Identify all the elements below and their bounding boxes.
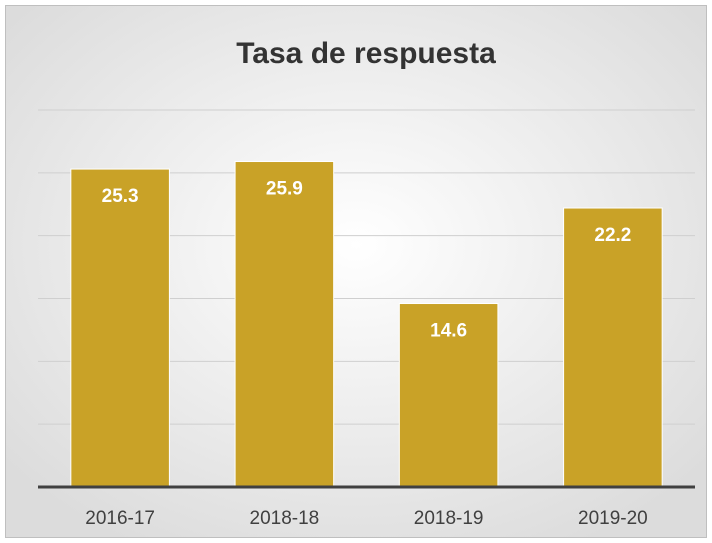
x-tick-label: 2016-17 (85, 508, 155, 529)
data-label: 25.9 (266, 179, 303, 200)
bar (563, 207, 663, 488)
x-tick-label: 2019-20 (578, 508, 648, 529)
bar (398, 303, 499, 488)
data-label: 22.2 (594, 225, 631, 246)
bar (234, 161, 335, 488)
x-tick-label: 2018-18 (250, 508, 320, 529)
data-label: 25.3 (102, 186, 139, 207)
x-tick-label: 2018-19 (414, 508, 484, 529)
chart-title: Tasa de respuesta (236, 37, 496, 70)
bar (70, 168, 170, 488)
data-label: 14.6 (430, 321, 467, 342)
